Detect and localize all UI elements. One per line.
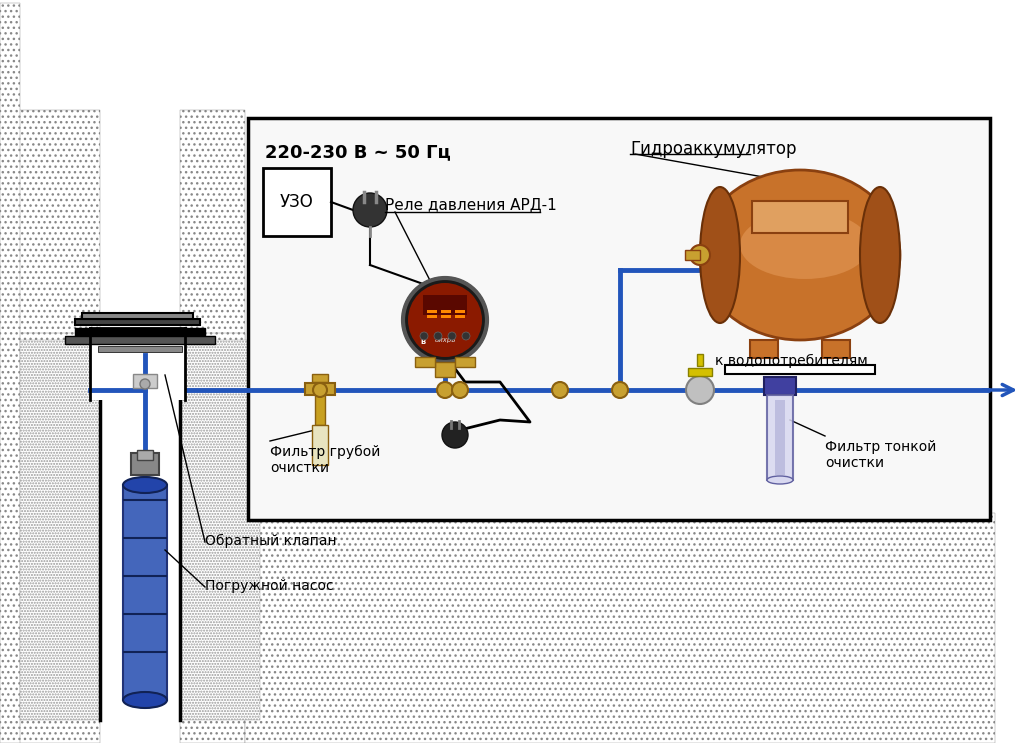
Bar	[102, 0, 178, 338]
Text: Погружной насос: Погружной насос	[205, 579, 334, 593]
Bar	[245, 513, 995, 743]
Circle shape	[437, 382, 453, 398]
Text: Гидроаккумулятор: Гидроаккумулятор	[630, 140, 797, 158]
Circle shape	[420, 332, 428, 340]
Ellipse shape	[740, 211, 870, 279]
Bar	[75, 328, 205, 336]
Bar	[131, 453, 159, 475]
Text: Фильтр грубой
очистки: Фильтр грубой очистки	[270, 445, 380, 476]
Bar	[248, 118, 990, 520]
Bar	[435, 362, 455, 377]
Bar	[767, 395, 793, 480]
Bar	[427, 310, 437, 313]
Bar	[688, 368, 712, 376]
Ellipse shape	[860, 187, 900, 323]
Bar	[455, 315, 465, 318]
Bar	[725, 365, 874, 374]
Bar	[750, 340, 778, 358]
Bar	[455, 310, 465, 313]
Bar	[180, 110, 245, 340]
Bar	[263, 168, 331, 236]
Bar	[180, 333, 245, 743]
Bar	[75, 319, 200, 325]
Bar	[455, 357, 475, 367]
Bar	[697, 354, 703, 366]
Ellipse shape	[123, 477, 167, 493]
Ellipse shape	[700, 187, 740, 323]
Circle shape	[686, 376, 714, 404]
Text: 220-230 В ~ 50 Гц: 220-230 В ~ 50 Гц	[265, 143, 451, 161]
Bar	[764, 377, 796, 395]
Bar	[312, 425, 328, 465]
Text: В: В	[421, 339, 426, 345]
Bar	[315, 390, 325, 425]
Circle shape	[434, 332, 442, 340]
Bar	[133, 374, 157, 388]
Ellipse shape	[123, 692, 167, 708]
Bar	[312, 374, 328, 382]
Circle shape	[403, 278, 487, 362]
Ellipse shape	[767, 476, 793, 484]
Circle shape	[612, 382, 628, 398]
Text: Фильтр тонкой
очистки: Фильтр тонкой очистки	[825, 440, 936, 470]
Bar	[822, 340, 850, 358]
Circle shape	[452, 382, 468, 398]
Bar	[100, 340, 180, 720]
Bar	[685, 250, 700, 260]
Text: аихрь: аихрь	[434, 337, 456, 343]
Bar	[123, 485, 167, 700]
Bar	[90, 328, 185, 400]
Circle shape	[552, 382, 568, 398]
Ellipse shape	[700, 170, 900, 340]
Bar	[415, 357, 435, 367]
Bar	[98, 346, 182, 352]
Circle shape	[408, 283, 482, 357]
Bar	[20, 340, 100, 720]
Bar	[82, 313, 193, 319]
Bar	[0, 110, 100, 340]
Text: к водопотребителям: к водопотребителям	[715, 354, 867, 368]
Bar	[65, 336, 215, 344]
Circle shape	[140, 379, 150, 389]
Text: УЗО: УЗО	[281, 193, 314, 211]
Bar	[441, 315, 451, 318]
Bar	[305, 383, 335, 395]
Circle shape	[449, 332, 456, 340]
Bar	[423, 295, 467, 315]
Circle shape	[313, 383, 327, 397]
Circle shape	[442, 422, 468, 448]
Bar	[137, 450, 153, 460]
Bar	[441, 310, 451, 313]
Text: Обратный клапан: Обратный клапан	[205, 534, 337, 548]
Circle shape	[462, 332, 470, 340]
Text: Реле давления АРД-1: Реле давления АРД-1	[385, 197, 557, 212]
Bar	[427, 315, 437, 318]
Circle shape	[353, 193, 387, 227]
Bar	[752, 201, 848, 233]
Bar	[0, 3, 20, 743]
Bar	[775, 400, 785, 475]
Circle shape	[690, 245, 710, 265]
Bar	[0, 333, 100, 743]
Bar	[180, 340, 260, 720]
